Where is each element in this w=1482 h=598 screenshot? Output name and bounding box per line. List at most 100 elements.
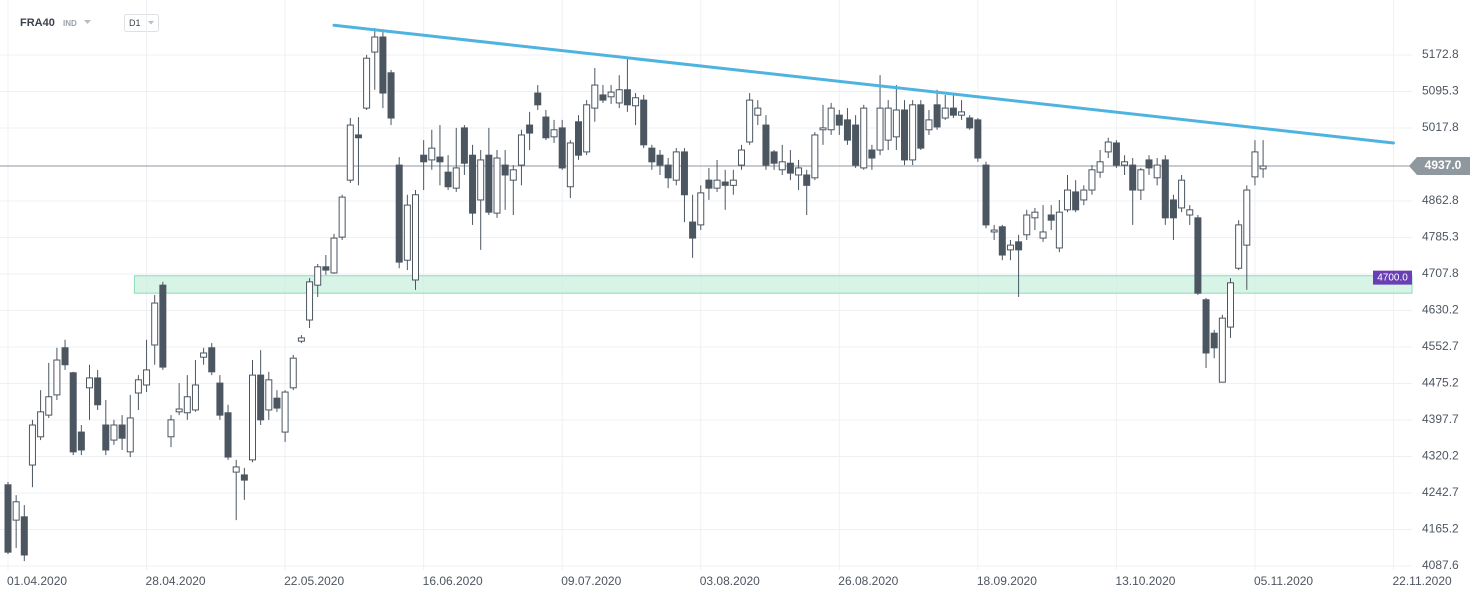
candle-body bbox=[330, 237, 338, 274]
candle-body bbox=[1169, 199, 1177, 219]
y-tick-label: 4707.8 bbox=[1422, 266, 1459, 280]
candle-body bbox=[729, 179, 737, 186]
candle-body bbox=[583, 104, 591, 153]
candle-body bbox=[1194, 217, 1202, 294]
candle-body bbox=[819, 127, 827, 131]
x-tick-label: 13.10.2020 bbox=[1115, 574, 1175, 588]
candle-body bbox=[86, 377, 93, 389]
level-label: 4700.0 bbox=[1377, 272, 1408, 283]
candle-body bbox=[509, 169, 517, 181]
interval[interactable]: D1 bbox=[129, 18, 141, 28]
candle-body bbox=[746, 99, 754, 143]
x-tick-label: 28.04.2020 bbox=[146, 574, 206, 588]
candle-body bbox=[786, 162, 794, 174]
candle-body bbox=[974, 119, 982, 159]
candle-body bbox=[28, 424, 36, 466]
candle-body bbox=[1243, 189, 1251, 246]
interval-box[interactable] bbox=[124, 14, 159, 32]
candle-body bbox=[925, 119, 933, 131]
candle-body bbox=[37, 411, 45, 438]
y-tick-label: 4552.7 bbox=[1422, 339, 1459, 353]
y-tick-label: 5172.8 bbox=[1422, 47, 1459, 61]
candle-body bbox=[12, 501, 20, 521]
y-tick-label: 5095.3 bbox=[1422, 84, 1459, 98]
candle-body bbox=[550, 129, 558, 138]
candle-body bbox=[1121, 161, 1129, 166]
candle-body bbox=[69, 372, 77, 453]
y-tick-label: 4630.2 bbox=[1422, 303, 1459, 317]
candle-body bbox=[143, 369, 151, 386]
candle-body bbox=[664, 164, 672, 179]
candle-body bbox=[1259, 165, 1267, 170]
candle-body bbox=[151, 302, 159, 346]
candle-body bbox=[191, 384, 199, 411]
candle-body bbox=[901, 109, 908, 161]
candle-body bbox=[1129, 164, 1137, 191]
candle-body bbox=[444, 171, 452, 188]
candle-body bbox=[949, 107, 957, 116]
candle-body bbox=[20, 516, 28, 556]
candle-body bbox=[354, 134, 362, 139]
candle-body bbox=[477, 159, 485, 201]
x-tick-label: 09.07.2020 bbox=[561, 574, 621, 588]
candle-body bbox=[1031, 211, 1039, 219]
candle-body bbox=[452, 167, 460, 189]
candle-body bbox=[623, 89, 631, 106]
candle-body bbox=[517, 134, 525, 166]
candle-body bbox=[1112, 142, 1120, 166]
candle-body bbox=[412, 194, 419, 281]
candle-body bbox=[754, 107, 762, 116]
candle-body bbox=[265, 379, 273, 411]
candle-body bbox=[738, 149, 745, 166]
dropdown-arrow[interactable] bbox=[84, 20, 91, 24]
candle-body bbox=[1104, 141, 1112, 153]
candle-body bbox=[803, 174, 811, 186]
candle-body bbox=[795, 167, 803, 176]
last-price-label: 4937.0 bbox=[1425, 158, 1462, 172]
candle-body bbox=[599, 94, 607, 101]
candle-body bbox=[4, 484, 12, 553]
candle-body bbox=[1227, 282, 1234, 328]
candle-body bbox=[909, 104, 917, 161]
candle-body bbox=[175, 408, 183, 413]
candle-body bbox=[876, 107, 884, 151]
candle-body bbox=[534, 92, 542, 106]
candle-body bbox=[94, 377, 102, 406]
candle-body bbox=[640, 99, 648, 146]
y-tick-label: 4087.6 bbox=[1422, 558, 1459, 572]
candle-body bbox=[363, 57, 371, 109]
candle-body bbox=[721, 181, 729, 186]
candle-body bbox=[1055, 211, 1063, 249]
candle-body bbox=[53, 359, 61, 396]
candle-body bbox=[469, 154, 477, 214]
candle-body bbox=[958, 111, 966, 116]
candle-body bbox=[998, 226, 1006, 256]
candle-body bbox=[1235, 224, 1243, 269]
candle-body bbox=[1023, 214, 1031, 236]
candle-body bbox=[966, 117, 974, 129]
x-tick-label: 03.08.2020 bbox=[700, 574, 760, 588]
candle-body bbox=[102, 424, 110, 451]
candle-body bbox=[713, 179, 721, 189]
dropdown-arrow[interactable] bbox=[148, 21, 154, 25]
candle-body bbox=[852, 124, 860, 166]
candle-body bbox=[371, 36, 379, 53]
candle-body bbox=[232, 466, 240, 473]
candle-body bbox=[45, 396, 53, 416]
last-price-box bbox=[1409, 157, 1470, 176]
x-tick-label: 16.06.2020 bbox=[423, 574, 483, 588]
candle-body bbox=[1153, 164, 1161, 179]
candle-body bbox=[1088, 169, 1096, 191]
candle-body bbox=[1064, 189, 1071, 211]
candle-body bbox=[933, 104, 941, 128]
candle-body bbox=[1178, 179, 1186, 209]
candle-body bbox=[501, 164, 509, 176]
candle-body bbox=[183, 396, 191, 414]
candle-body bbox=[697, 192, 705, 226]
candle-body bbox=[314, 266, 322, 286]
candle-body bbox=[1202, 299, 1210, 354]
candle-body bbox=[1072, 191, 1080, 211]
candle-body bbox=[1080, 189, 1088, 201]
candle-body bbox=[167, 419, 175, 438]
